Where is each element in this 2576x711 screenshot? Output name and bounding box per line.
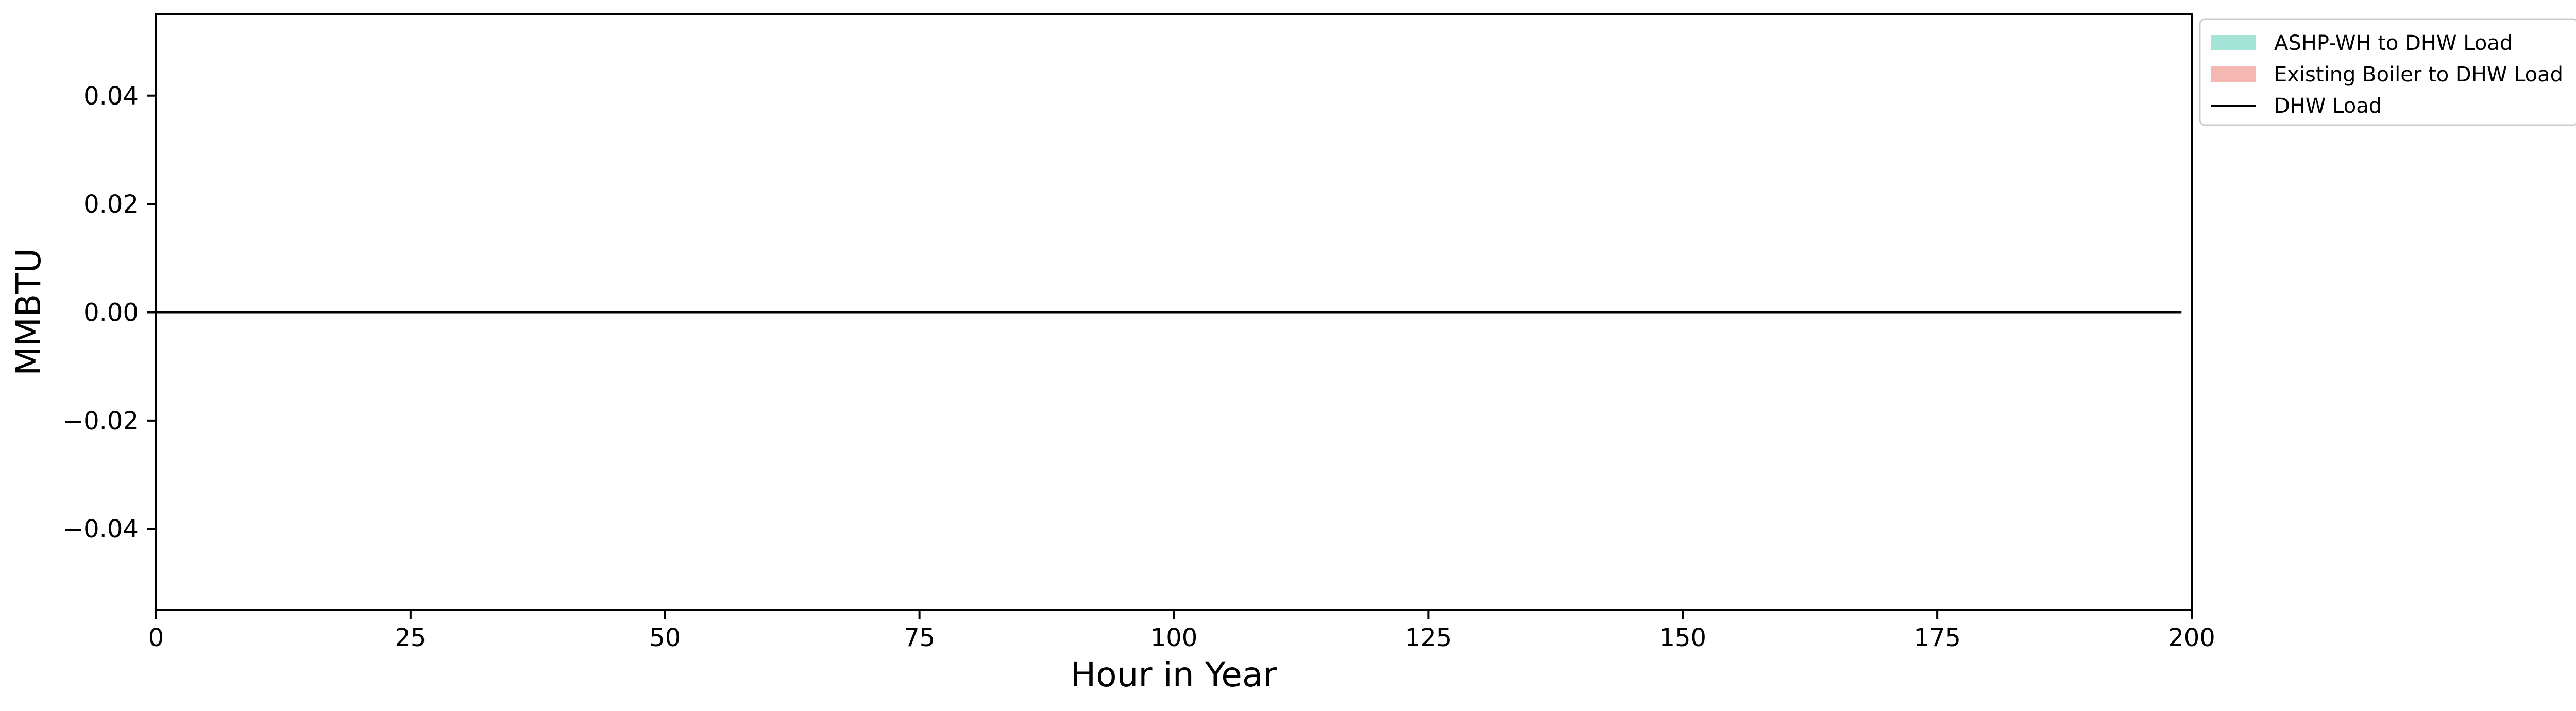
x-axis-ticks: 0 25 50 75 100 125 150 175 200 [148, 610, 2215, 652]
legend-label-existing-boiler-to-dhw-load: Existing Boiler to DHW Load [2274, 63, 2563, 86]
x-tick-label: 125 [1405, 623, 1452, 652]
x-tick-label: 175 [1913, 623, 1961, 652]
x-tick-label: 200 [2168, 623, 2215, 652]
x-tick-label: 150 [1659, 623, 1706, 652]
legend: ASHP-WH to DHW Load Existing Boiler to DH… [2199, 18, 2576, 126]
y-axis-ticks: −0.04 −0.02 0.00 0.02 0.04 [63, 82, 156, 544]
y-tick-label: 0.00 [83, 299, 139, 327]
y-axis-title: MMBTU [9, 248, 48, 376]
x-tick-label: 0 [148, 623, 164, 652]
legend-swatch-existing-boiler-to-dhw-load [2211, 66, 2256, 82]
legend-swatch-ashp-wh-to-dhw-load [2211, 35, 2256, 50]
x-tick-label: 75 [904, 623, 935, 652]
legend-label-ashp-wh-to-dhw-load: ASHP-WH to DHW Load [2274, 31, 2513, 55]
x-tick-label: 25 [395, 623, 426, 652]
y-tick-label: −0.02 [63, 407, 139, 436]
legend-label-dhw-load: DHW Load [2274, 94, 2382, 118]
x-axis-title: Hour in Year [1071, 655, 1278, 695]
y-tick-label: −0.04 [63, 515, 139, 544]
legend-frame [2199, 18, 2576, 126]
y-tick-label: 0.04 [83, 82, 139, 111]
y-tick-label: 0.02 [83, 190, 139, 219]
x-tick-label: 100 [1150, 623, 1198, 652]
x-tick-label: 50 [649, 623, 681, 652]
